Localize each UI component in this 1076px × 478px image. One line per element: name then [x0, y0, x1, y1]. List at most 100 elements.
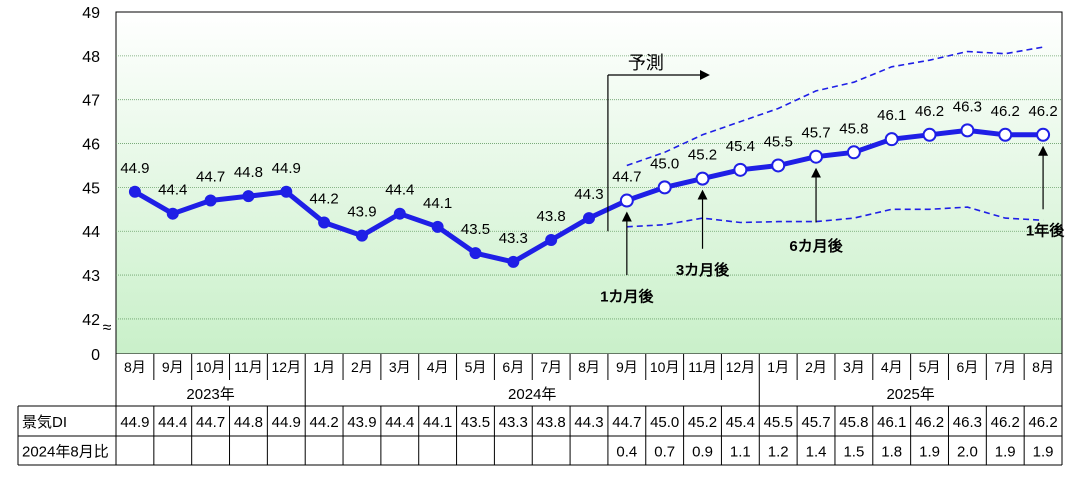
- table-cell: 0.4: [616, 444, 637, 461]
- data-point: [771, 158, 786, 173]
- forecast-label: 予測: [628, 53, 664, 73]
- data-label: 46.1: [877, 107, 906, 124]
- table-cell: 43.3: [499, 414, 528, 431]
- table-cell: 44.1: [423, 414, 452, 431]
- table-cell: 44.4: [158, 414, 187, 431]
- data-label: 44.1: [423, 195, 452, 212]
- data-label: 44.8: [234, 164, 263, 181]
- table-cell: 1.9: [995, 444, 1016, 461]
- table-cell: 46.2: [1028, 414, 1057, 431]
- data-label: 46.2: [1028, 103, 1057, 120]
- y-tick-label: 46: [82, 137, 100, 154]
- y-tick-label: 48: [82, 49, 100, 66]
- table-cell: 45.2: [688, 414, 717, 431]
- table-cell: 45.0: [650, 414, 679, 431]
- x-tick-label: 1月: [767, 359, 789, 375]
- x-tick-label: 8月: [578, 359, 600, 375]
- series: [128, 123, 1051, 268]
- x-tick-label: 3月: [843, 359, 865, 375]
- year-label: 2023年: [186, 386, 234, 403]
- band-upper-line: [626, 46, 1044, 167]
- data-point: [657, 180, 672, 195]
- data-point: [619, 193, 634, 208]
- table-cell: 44.7: [196, 414, 225, 431]
- data-point: [393, 207, 406, 220]
- data-point: [884, 132, 899, 147]
- x-tick-label: 10月: [196, 359, 226, 375]
- table-cell: 0.7: [654, 444, 675, 461]
- annotation-label: 6カ月後: [789, 237, 843, 255]
- x-tick-label: 6月: [957, 359, 979, 375]
- data-table: 8月 9月 10月 11月 12月 1月 2月 3月 4月 5月 6月 7月 8月 9月 10月 11月 12月…: [17, 354, 1063, 466]
- data-point: [431, 220, 444, 233]
- data-point: [469, 247, 482, 260]
- x-tick-label: 7月: [540, 359, 562, 375]
- table-cell: 43.9: [347, 414, 376, 431]
- data-label: 44.7: [196, 169, 225, 186]
- x-tick-label: 8月: [1032, 359, 1054, 375]
- table-bg: [116, 354, 1062, 406]
- y-tick-label: 49: [82, 5, 100, 22]
- x-tick-label: 2月: [805, 359, 827, 375]
- data-point: [809, 149, 824, 164]
- table-cell: 46.2: [915, 414, 944, 431]
- table-row-label: 景気DI: [22, 414, 67, 431]
- table-cell: 44.7: [612, 414, 641, 431]
- data-point: [128, 185, 141, 198]
- table-row-label: 2024年8月比: [22, 444, 109, 461]
- table-cell: 1.9: [919, 444, 940, 461]
- data-point: [733, 162, 748, 177]
- y-tick-label: 44: [82, 224, 100, 241]
- data-label: 45.5: [764, 133, 793, 150]
- y-axis: 0 42 43 44 45 46 47 48 49 ≈: [82, 5, 111, 364]
- table-cell: 45.7: [801, 414, 830, 431]
- x-tick-label: 12月: [726, 359, 756, 375]
- data-point: [695, 171, 710, 186]
- data-point: [846, 145, 861, 160]
- data-label: 44.4: [158, 182, 187, 199]
- data-label: 45.0: [650, 155, 679, 172]
- data-point: [318, 216, 331, 229]
- x-tick-label: 6月: [502, 359, 524, 375]
- year-label: 2024年: [508, 386, 556, 403]
- table-cell: 1.4: [806, 444, 827, 461]
- table-cell: 43.8: [537, 414, 566, 431]
- x-tick-label: 9月: [162, 359, 184, 375]
- table-cell: 2.0: [957, 444, 978, 461]
- data-point: [166, 207, 179, 220]
- data-label: 45.4: [726, 138, 755, 155]
- x-tick-label: 8月: [124, 359, 146, 375]
- annotations: 予測 1カ月後 3カ月後 6カ月後 1年後: [600, 53, 1065, 305]
- data-point: [922, 127, 937, 142]
- x-tick-label: 11月: [234, 359, 263, 375]
- table-cell: 0.9: [692, 444, 713, 461]
- table-cell: 44.9: [272, 414, 301, 431]
- data-label: 46.2: [915, 103, 944, 120]
- table-cell: 44.3: [574, 414, 603, 431]
- y-tick-label: 45: [82, 180, 100, 197]
- table-cell: 43.5: [461, 414, 490, 431]
- data-label: 44.7: [612, 169, 641, 186]
- data-point: [204, 194, 217, 207]
- data-point: [998, 127, 1013, 142]
- table-cell: 1.9: [1033, 444, 1054, 461]
- data-point: [960, 123, 975, 138]
- table-cell: 44.9: [120, 414, 149, 431]
- x-tick-label: 7月: [994, 359, 1016, 375]
- data-point: [355, 229, 368, 242]
- x-tick-label: 5月: [465, 359, 487, 375]
- x-tick-label: 4月: [427, 359, 449, 375]
- x-tick-label: 2月: [351, 359, 373, 375]
- axis-break-symbol: ≈: [103, 320, 112, 337]
- data-labels: 44.9 44.4 44.7 44.8 44.9 44.2 43.9 44.4 44.1 43.5…: [120, 98, 1057, 247]
- plot-area: [115, 11, 1063, 355]
- data-label: 44.4: [385, 182, 414, 199]
- data-point: [1036, 127, 1051, 142]
- data-label: 46.3: [953, 98, 982, 115]
- annotation-label: 1カ月後: [600, 287, 654, 305]
- year-label: 2025年: [886, 386, 934, 403]
- table-cell: 44.8: [234, 414, 263, 431]
- table-cell: 1.5: [843, 444, 864, 461]
- x-tick-label: 1月: [313, 359, 335, 375]
